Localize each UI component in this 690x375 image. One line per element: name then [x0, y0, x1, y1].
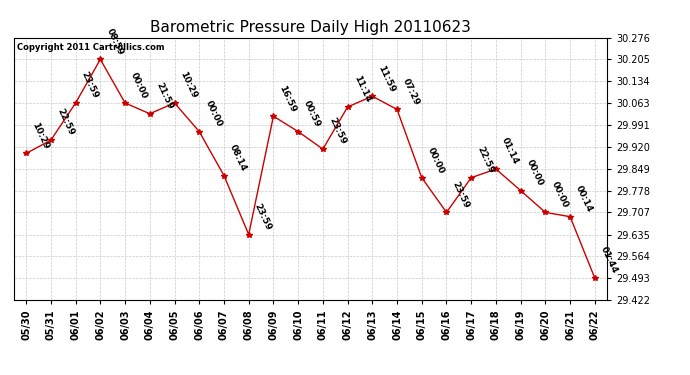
Text: 22:59: 22:59 [55, 108, 75, 137]
Text: 23:59: 23:59 [253, 202, 273, 232]
Text: 00:00: 00:00 [204, 99, 224, 129]
Text: 07:29: 07:29 [401, 77, 422, 106]
Text: 00:14: 00:14 [574, 184, 595, 214]
Text: 23:59: 23:59 [327, 117, 347, 146]
Text: 23:59: 23:59 [80, 70, 100, 100]
Text: 01:44: 01:44 [599, 246, 620, 275]
Text: 11:59: 11:59 [377, 64, 397, 93]
Text: 11:14: 11:14 [352, 74, 372, 104]
Text: 10:29: 10:29 [30, 121, 50, 151]
Text: 00:00: 00:00 [426, 146, 446, 175]
Text: 08:14: 08:14 [228, 143, 248, 173]
Text: 22:59: 22:59 [475, 145, 495, 175]
Text: 08:59: 08:59 [104, 27, 125, 57]
Text: 00:00: 00:00 [549, 180, 570, 210]
Text: 21:59: 21:59 [154, 81, 175, 111]
Text: 16:59: 16:59 [277, 84, 298, 113]
Text: Copyright 2011 Cartrollics.com: Copyright 2011 Cartrollics.com [17, 43, 164, 52]
Text: 10:29: 10:29 [179, 70, 199, 100]
Title: Barometric Pressure Daily High 20110623: Barometric Pressure Daily High 20110623 [150, 20, 471, 35]
Text: 00:59: 00:59 [302, 99, 322, 129]
Text: 01:14: 01:14 [500, 136, 520, 166]
Text: 00:00: 00:00 [525, 159, 545, 188]
Text: 23:59: 23:59 [451, 180, 471, 210]
Text: 00:00: 00:00 [129, 71, 149, 100]
